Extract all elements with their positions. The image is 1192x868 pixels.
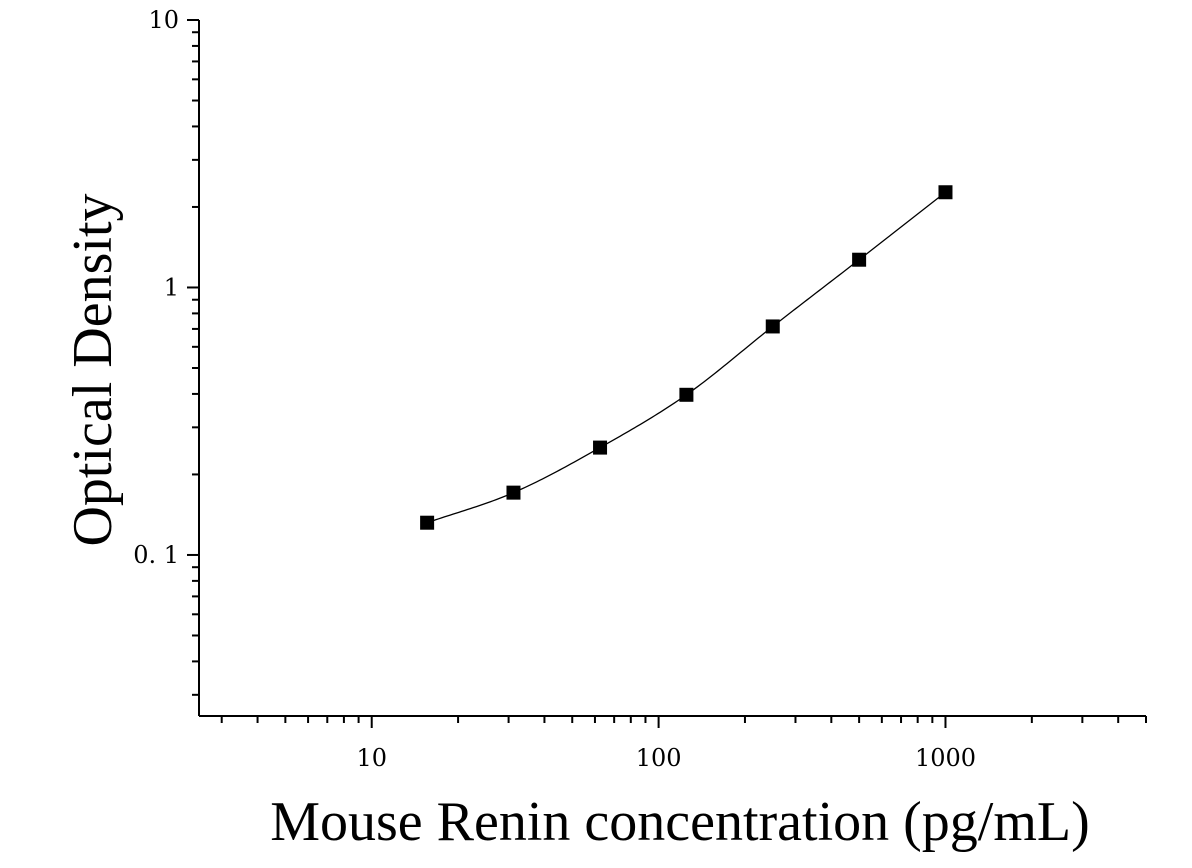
- y-tick-label: 1: [164, 273, 179, 301]
- data-point-marker: [765, 319, 780, 334]
- x-axis-title: Mouse Renin concentration (pg/mL): [270, 791, 1090, 853]
- data-point-marker: [506, 485, 521, 500]
- x-tick-label: 10: [356, 744, 387, 772]
- fit-curve-group: [426, 191, 946, 524]
- data-point-marker: [593, 440, 608, 455]
- fit-curve: [426, 191, 946, 524]
- y-tick-label: 10: [148, 6, 179, 34]
- x-tick-label: 100: [636, 744, 682, 772]
- ticks: 10 100 1000 0. 1 1 10: [133, 6, 1147, 772]
- data-point-marker: [420, 515, 435, 530]
- data-point-marker: [852, 252, 867, 267]
- axes: [198, 20, 1146, 717]
- y-tick-label: 0. 1: [133, 541, 179, 569]
- x-tick-label: 1000: [915, 744, 976, 772]
- data-point-marker: [679, 387, 694, 402]
- data-points: [420, 185, 953, 530]
- data-point-marker: [938, 185, 953, 200]
- y-axis-title: Optical Density: [62, 193, 124, 546]
